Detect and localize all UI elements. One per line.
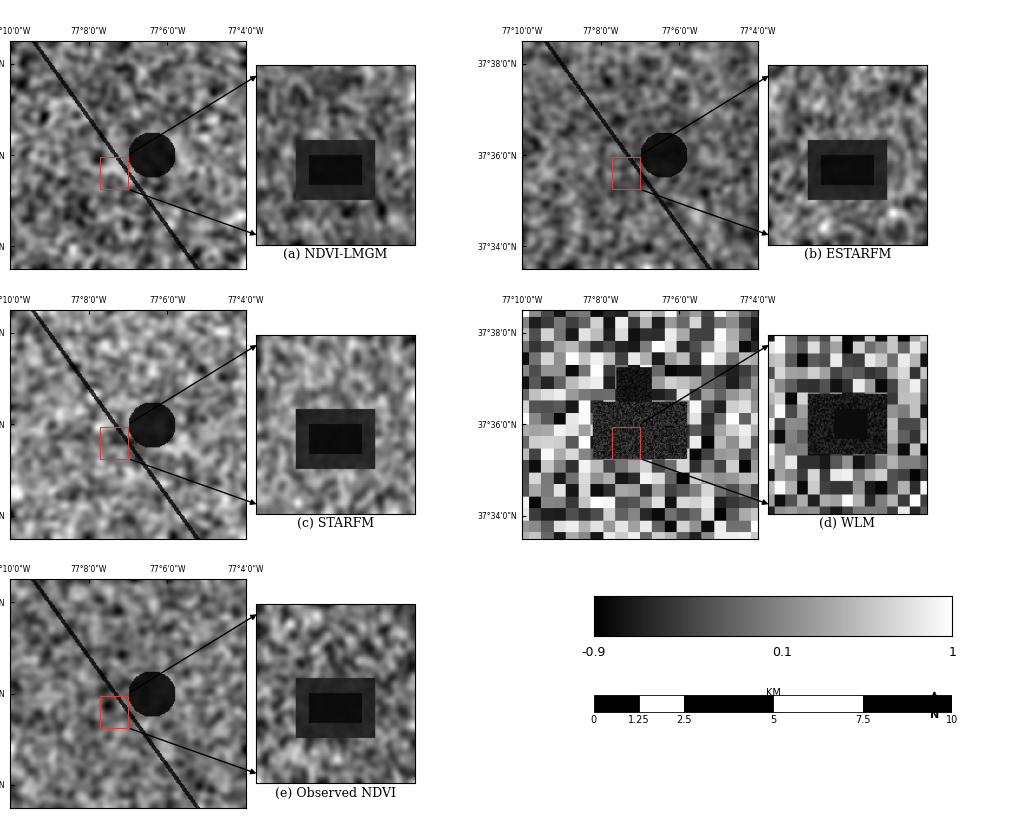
- Text: 2.5: 2.5: [676, 715, 691, 725]
- Text: (d) WLM: (d) WLM: [819, 517, 876, 530]
- Text: 10: 10: [946, 715, 958, 725]
- Text: 1.25: 1.25: [628, 715, 649, 725]
- Bar: [862, 695, 952, 712]
- Text: (b) ESTARFM: (b) ESTARFM: [804, 248, 891, 261]
- Text: N: N: [930, 710, 939, 720]
- Text: (a) NDVI-LMGM: (a) NDVI-LMGM: [284, 248, 387, 261]
- Text: (e) Observed NDVI: (e) Observed NDVI: [274, 787, 396, 800]
- Text: 7.5: 7.5: [855, 715, 870, 725]
- Bar: [99, 427, 128, 459]
- Bar: [684, 695, 773, 712]
- Bar: [99, 157, 128, 189]
- Bar: [639, 695, 683, 712]
- Text: 0: 0: [591, 715, 597, 725]
- Bar: [611, 427, 640, 459]
- Text: (c) STARFM: (c) STARFM: [297, 517, 374, 530]
- Bar: [99, 696, 128, 728]
- Bar: [773, 695, 862, 712]
- Text: 5: 5: [770, 715, 776, 725]
- Bar: [611, 157, 640, 189]
- Bar: [594, 695, 639, 712]
- Text: KM: KM: [766, 688, 780, 698]
